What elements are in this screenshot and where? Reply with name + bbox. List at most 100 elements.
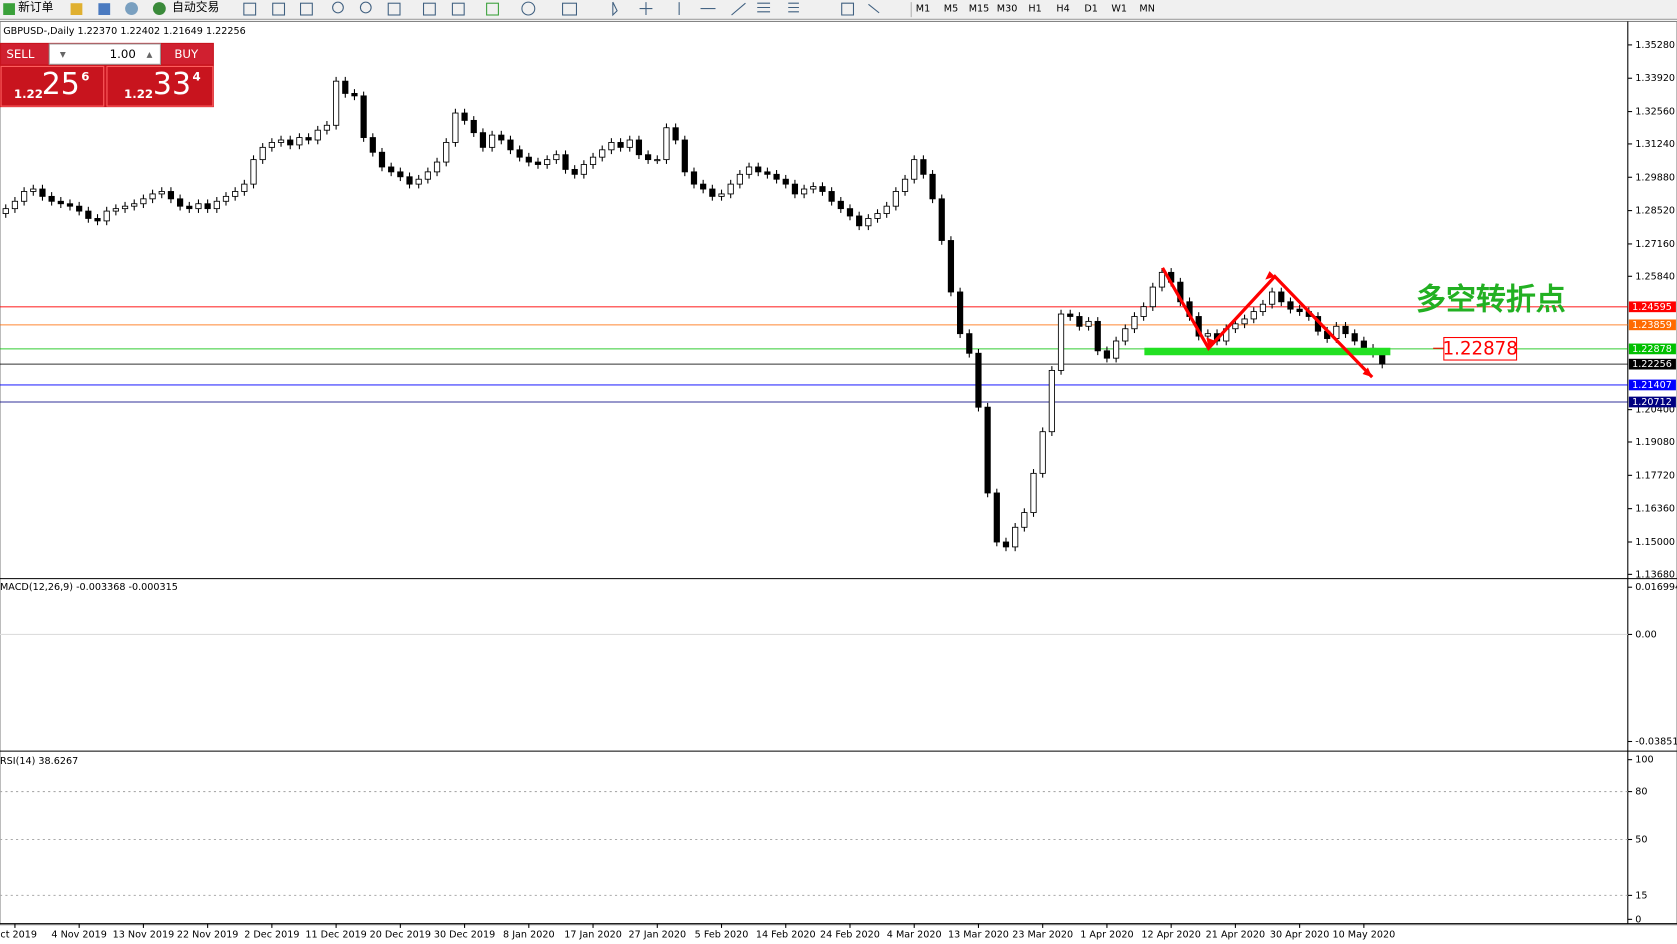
candle-body [342,80,349,94]
candle-body [801,188,808,195]
ask-pips[interactable]: 33 [153,67,191,102]
price-level-box [1628,396,1676,408]
sell-button[interactable] [1,43,49,65]
candle-body [360,95,367,138]
x-tick-label: 21 Apr 2020 [1206,929,1265,940]
toolbar-icons[interactable] [243,1,880,17]
timeframe-button[interactable]: H4 [1056,4,1069,15]
volume-value[interactable]: 1.00 [110,47,136,61]
icon[interactable] [125,2,138,16]
candle-body [250,159,257,185]
candle-body [727,183,734,195]
candle-body [828,191,835,202]
bid-pips[interactable]: 25 [42,67,80,102]
y-tick-label: 1.19080 [1635,437,1675,448]
candle-body [452,112,459,143]
candle-body [2,208,9,214]
timeframe-button[interactable]: MN [1139,4,1155,15]
candle-body [993,492,1000,543]
bid-fraction[interactable]: 6 [81,70,89,84]
candle-body [635,139,643,156]
candle-body [856,215,863,227]
candle-body [883,205,890,214]
icon[interactable] [98,3,111,16]
candle-body [195,203,202,210]
y-tick-label: 80 [1635,787,1647,798]
candle-body [1269,291,1276,305]
candle-body [296,137,303,146]
zigzag-arrow [1161,267,1374,379]
y-tick-label: 1.25840 [1635,271,1675,282]
chart-title: GBPUSD-,Daily 1.22370 1.22402 1.21649 1.… [3,26,246,37]
volume-down[interactable]: ▾ [60,47,66,61]
ask-big-figure[interactable]: 1.22 [124,87,153,101]
candle-body [112,208,119,212]
auto-trading-icon[interactable] [152,2,166,16]
ask-box[interactable] [106,65,214,107]
candle-body [177,198,184,207]
bid-box[interactable] [0,65,105,107]
candle-body [984,406,991,494]
candle-body [378,151,386,168]
price-level-box [1628,379,1676,391]
ask-fraction[interactable]: 4 [193,70,201,84]
candle-body [259,146,266,161]
candle-body [755,166,762,173]
candle-body [966,333,973,354]
plot: 1.35280 1.33920 1.32560 1.31240 1.29880 1.285… [0,40,1677,940]
new-order-icon[interactable] [3,3,15,16]
timeframe-button[interactable]: M30 [997,4,1018,15]
x-tick-label: 4 Mar 2020 [887,929,942,940]
candle-body [1158,271,1166,288]
new-order-button[interactable]: 新订单 [18,0,53,14]
candle-body [232,191,239,197]
timeframe-button[interactable]: M1 [916,4,930,15]
candle-body [1122,328,1129,342]
candle-body [525,156,532,163]
candle-body [1030,472,1037,514]
candle-body [901,178,909,192]
y-tick-label: 1.33920 [1635,73,1675,84]
y-tick-label: 0 [1635,914,1641,925]
timeframe-button[interactable]: D1 [1084,4,1098,15]
x-tick-label: 10 May 2020 [1333,929,1396,940]
candle-body [663,127,670,161]
sell-label[interactable]: SELL [6,47,34,61]
annotation-price: 1.22878 [1443,338,1518,359]
candle-body [553,154,560,161]
timeframe-button[interactable]: H1 [1028,4,1041,15]
buy-button[interactable] [161,43,213,65]
y-tick-label: 1.16360 [1635,504,1675,515]
candle-body [323,124,331,131]
y-tick-label: 1.20400 [1635,405,1675,416]
candle-body [1360,340,1367,349]
candle-body [222,195,230,202]
x-tick-label: 8 Jan 2020 [503,929,555,940]
volume-up[interactable]: ▴ [147,47,153,61]
candle-body [1232,323,1239,330]
candle-body [204,203,211,210]
candle-body [920,159,927,175]
timeframe-button[interactable]: W1 [1111,4,1127,15]
icon[interactable] [70,3,83,16]
candle-body [562,154,569,170]
price-level-label: 1.23859 [1632,320,1672,331]
bid-big-figure[interactable]: 1.22 [14,87,43,101]
buy-label[interactable]: BUY [174,47,199,61]
candle-body [479,132,487,148]
timeframe-button[interactable]: M15 [969,4,990,15]
candle-body [415,178,422,185]
y-tick-label: 1.28520 [1635,206,1675,217]
y-tick-label: 1.29880 [1635,172,1675,183]
candle-body [1140,306,1147,317]
volume-input[interactable] [48,43,161,65]
price-level-box [1628,343,1676,355]
auto-trading-button[interactable]: 自动交易 [172,0,219,14]
y-tick-label: 50 [1635,834,1647,845]
candle-body [1012,526,1019,548]
timeframe-button[interactable]: M5 [944,4,958,15]
annotation-box [1443,336,1518,361]
candle-body [672,127,679,141]
x-tick-label: 17 Jan 2020 [564,929,622,940]
candle-body [1094,320,1101,352]
